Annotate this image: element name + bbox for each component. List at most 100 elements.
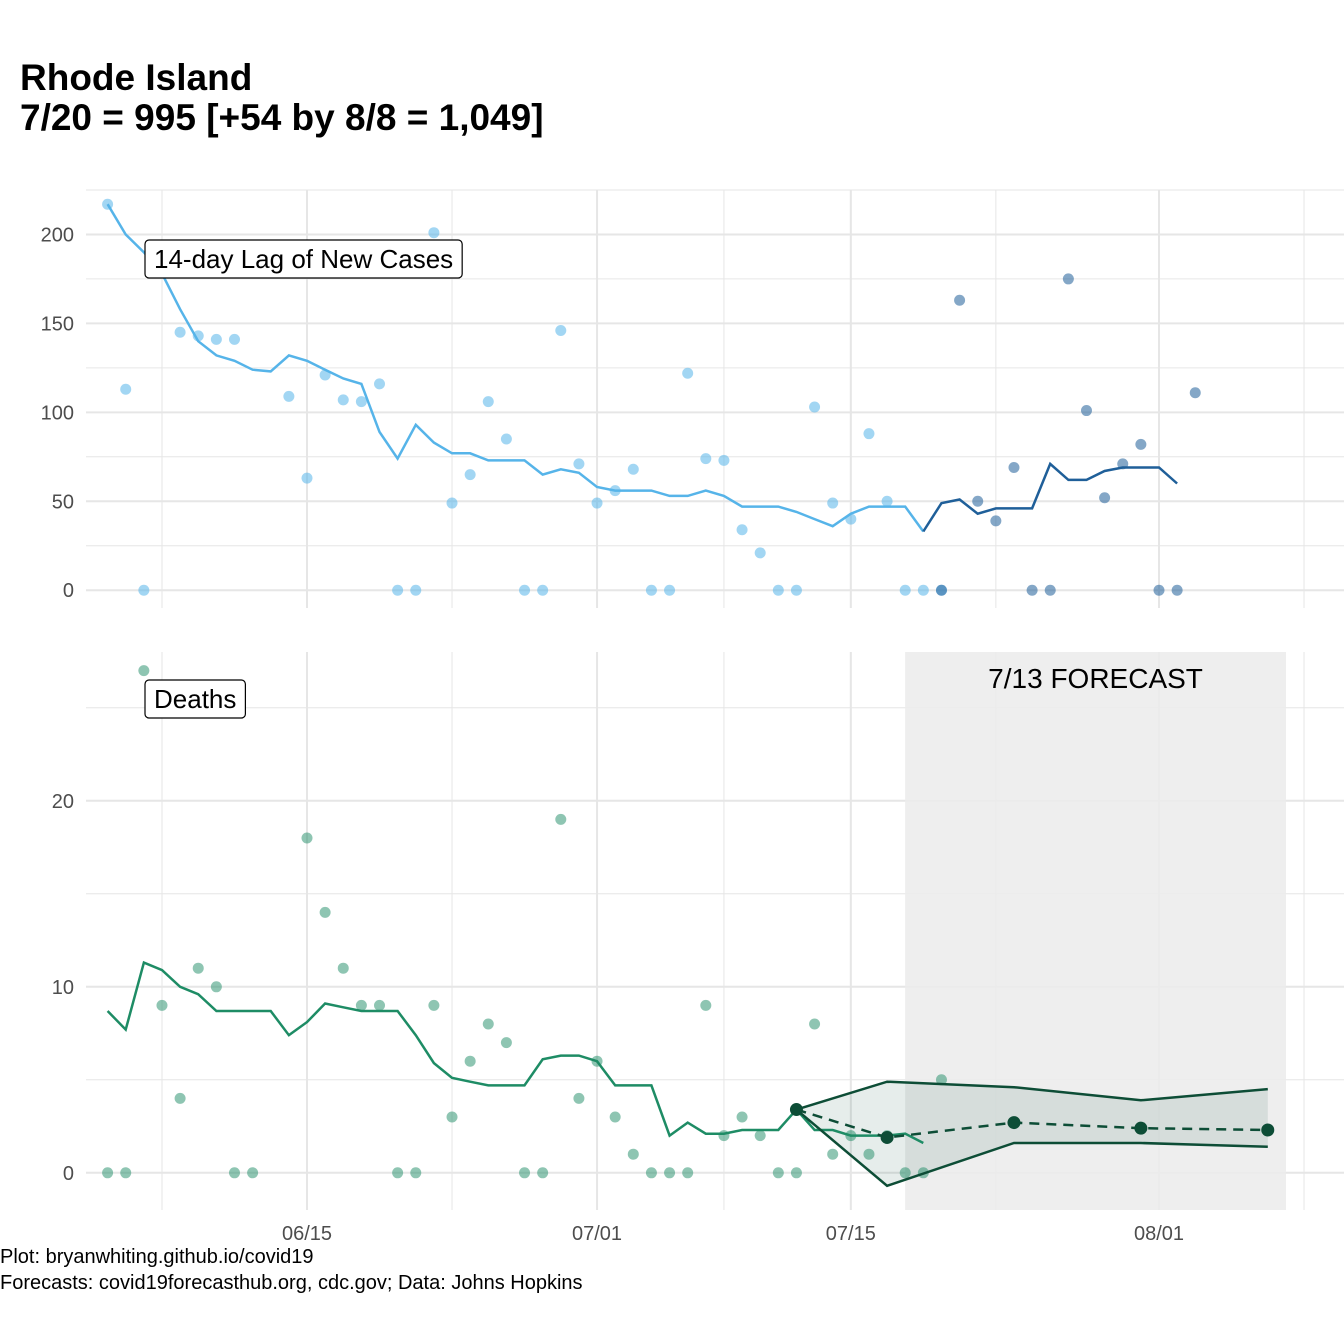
forecast-point	[880, 1130, 894, 1144]
case-point-recent	[972, 495, 984, 507]
case-point-recent	[1153, 584, 1165, 596]
deaths-y-tick-label: 20	[52, 791, 74, 813]
case-point	[591, 497, 603, 509]
death-point	[754, 1130, 766, 1142]
x-axis: 06/15 07/01 07/15 08/01	[282, 1223, 1184, 1245]
case-point	[881, 495, 893, 507]
case-point	[228, 333, 240, 345]
case-point-recent	[935, 584, 947, 596]
death-point	[210, 981, 222, 993]
caption-line-2: Forecasts: covid19forecasthub.org, cdc.g…	[0, 1272, 583, 1294]
cases-rolling-avg-line	[106, 203, 925, 533]
case-point	[174, 326, 186, 338]
case-point	[573, 458, 585, 470]
death-point	[102, 1167, 114, 1179]
case-point	[446, 497, 458, 509]
cases-y-tick-label: 200	[41, 224, 74, 246]
forecast-point	[789, 1103, 803, 1117]
death-point	[174, 1092, 186, 1104]
death-point	[355, 999, 367, 1011]
case-point	[809, 401, 821, 413]
case-point	[500, 433, 512, 445]
case-point	[863, 428, 875, 440]
forecast-point	[1007, 1116, 1021, 1130]
case-point	[410, 584, 422, 596]
deaths-y-tick-label: 0	[63, 1163, 74, 1185]
case-point	[337, 394, 349, 406]
death-point	[519, 1167, 531, 1179]
forecast-lower-line	[795, 1108, 1268, 1188]
case-point	[355, 396, 367, 408]
death-point	[645, 1167, 657, 1179]
case-point	[917, 584, 929, 596]
case-point	[827, 497, 839, 509]
death-point	[736, 1111, 748, 1123]
deaths-panel-label-text: Deaths	[154, 684, 236, 714]
death-point	[228, 1167, 240, 1179]
death-point	[827, 1148, 839, 1160]
chart-title-line-2: 7/20 = 995 [+54 by 8/8 = 1,049]	[20, 97, 544, 138]
case-point	[428, 227, 440, 239]
death-point	[573, 1092, 585, 1104]
death-point	[682, 1167, 694, 1179]
case-point	[537, 584, 549, 596]
death-point	[410, 1167, 422, 1179]
case-point	[700, 453, 712, 465]
case-point	[301, 472, 313, 484]
case-point	[120, 383, 132, 395]
death-point	[790, 1167, 802, 1179]
case-point-recent	[990, 515, 1002, 527]
forecast-point	[1261, 1123, 1275, 1137]
death-point	[700, 999, 712, 1011]
case-point	[645, 584, 657, 596]
x-tick-label: 07/15	[826, 1223, 876, 1245]
death-point	[138, 665, 150, 677]
deaths-rolling-avg-line	[106, 960, 924, 1145]
case-point-recent	[1062, 273, 1074, 285]
death-point	[446, 1111, 458, 1123]
case-point	[283, 390, 295, 402]
forecast-window-band-overlay	[905, 652, 1286, 1210]
case-point	[772, 584, 784, 596]
case-point-recent	[1099, 492, 1111, 504]
cases-y-tick-label: 0	[63, 580, 74, 602]
death-point	[482, 1018, 494, 1030]
death-point	[428, 999, 440, 1011]
death-point	[337, 962, 349, 974]
case-point-recent	[1026, 584, 1038, 596]
death-point	[301, 832, 313, 844]
cases-panel-label-text: 14-day Lag of New Cases	[154, 244, 453, 274]
death-point	[609, 1111, 621, 1123]
deaths-panel-label	[144, 679, 246, 719]
death-point	[664, 1167, 676, 1179]
caption: Plot: bryanwhiting.github.io/covid19 For…	[0, 1244, 583, 1296]
death-point	[899, 1167, 911, 1179]
case-point	[899, 584, 911, 596]
case-point	[464, 469, 476, 481]
death-point	[156, 999, 168, 1011]
x-tick-label: 07/01	[572, 1223, 622, 1245]
case-point	[374, 378, 386, 390]
cases-y-tick-label: 150	[41, 313, 74, 335]
case-point	[718, 454, 730, 466]
cases-panel: 0 50 100 150 200 14-day Lag of New Cases	[41, 189, 1344, 608]
case-point	[790, 584, 802, 596]
x-tick-label: 08/01	[1134, 1223, 1184, 1245]
case-point	[682, 367, 694, 379]
death-point	[247, 1167, 259, 1179]
case-point	[482, 396, 494, 408]
forecast-window-label: 7/13 FORECAST	[988, 663, 1203, 694]
case-point-recent	[1044, 584, 1056, 596]
forecast-point	[1134, 1121, 1148, 1135]
case-point-recent	[1080, 405, 1092, 417]
cases-y-tick-label: 50	[52, 491, 74, 513]
death-point	[464, 1055, 476, 1067]
death-point	[809, 1018, 821, 1030]
death-point	[192, 962, 204, 974]
case-point	[210, 333, 222, 345]
deaths-panel: 0 10 20 7/13 FORECAST Deaths	[52, 652, 1344, 1210]
case-point	[754, 547, 766, 559]
cases-panel-label	[144, 239, 463, 279]
death-point	[537, 1167, 549, 1179]
